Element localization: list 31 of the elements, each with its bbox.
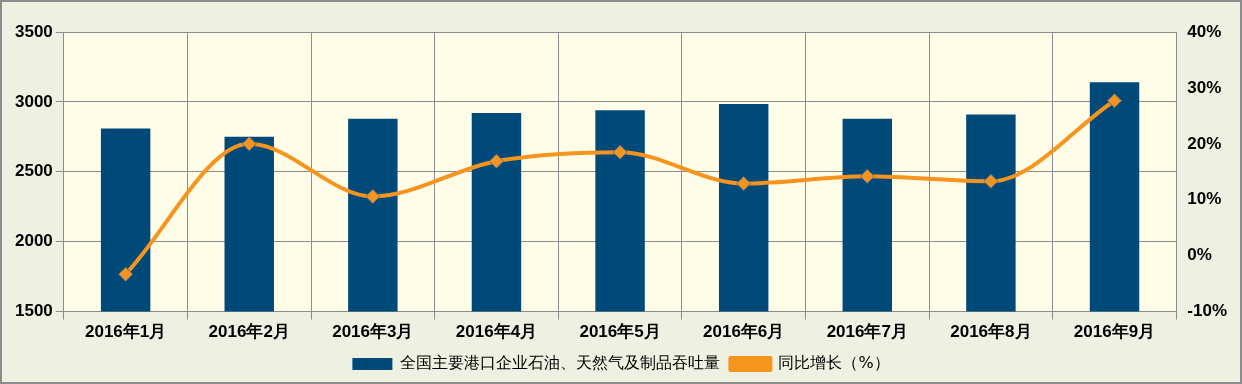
x-tick-label: 2016年4月: [455, 322, 538, 342]
point: [859, 168, 875, 184]
y2-tick-label: 30%: [1187, 77, 1222, 97]
y-tick-label: 2500: [14, 161, 53, 181]
x-tick-label: 2016年1月: [84, 322, 167, 342]
x-tick-label: 2016年5月: [579, 322, 661, 342]
point: [241, 136, 257, 152]
point: [118, 266, 134, 282]
y-tick-label: 3500: [14, 21, 53, 41]
y2-tick-label: 20%: [1187, 133, 1222, 153]
x-tick-label: 2016年9月: [1073, 322, 1156, 342]
point: [983, 173, 999, 189]
y2-tick-label: 0%: [1187, 245, 1212, 265]
x-tick-label: 2016年2月: [208, 322, 290, 342]
x-tick-label: 2016年3月: [332, 322, 414, 342]
y2-tick-label: 40%: [1187, 21, 1222, 41]
y-tick-label: 1500: [14, 301, 53, 321]
point: [736, 176, 752, 192]
y2-tick-label: 10%: [1187, 189, 1222, 209]
legend-label: 同比增长（%）: [778, 353, 890, 373]
x-tick-label: 2016年8月: [950, 322, 1032, 342]
point: [612, 144, 628, 160]
legend-label: 全国主要港口企业石油、天然气及制品吞吐量: [400, 353, 721, 373]
y2-tick-label: -10%: [1187, 301, 1227, 321]
x-tick-label: 2016年6月: [703, 322, 785, 342]
x-tick-label: 2016年7月: [826, 322, 908, 342]
point: [1107, 93, 1123, 109]
point: [488, 153, 504, 169]
y-tick-label: 2000: [14, 231, 53, 251]
y-tick-label: 3000: [14, 91, 53, 111]
point: [365, 188, 381, 204]
